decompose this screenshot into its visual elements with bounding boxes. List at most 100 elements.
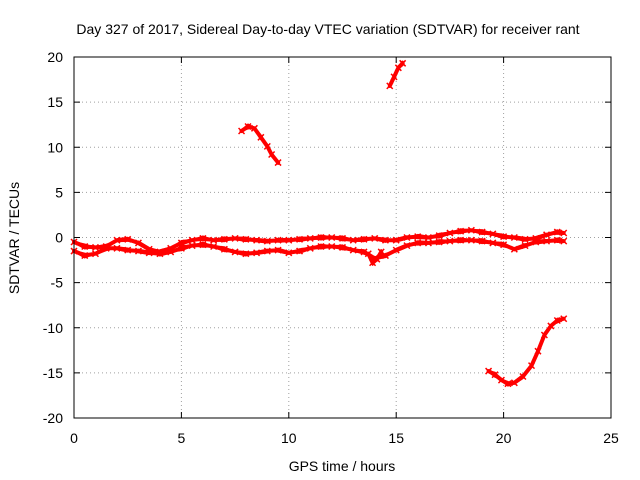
data-point	[373, 255, 381, 263]
data-point	[274, 236, 282, 244]
data-point	[188, 236, 196, 244]
series-band-lower	[70, 236, 568, 262]
data-point	[81, 252, 89, 260]
data-point	[257, 133, 265, 141]
data-point	[510, 245, 518, 253]
data-point	[478, 237, 486, 245]
data-point	[188, 242, 196, 250]
series-trace-jitter	[73, 229, 565, 252]
series-trace-jitter	[73, 237, 565, 261]
series-segment-20h	[485, 315, 568, 388]
data-point	[414, 233, 422, 241]
y-tick-label: 15	[47, 94, 63, 110]
data-point	[274, 159, 282, 167]
data-point	[242, 235, 250, 243]
data-point	[403, 233, 411, 242]
data-point	[91, 250, 100, 258]
x-tick-label: 20	[496, 430, 512, 446]
data-point	[547, 322, 555, 330]
tick-layer: 0 5 10 15 20 25 -20 -15 -10 -5 0 5 10 15 20	[43, 49, 619, 446]
y-tick-label: 10	[47, 139, 63, 155]
data-point	[457, 227, 465, 235]
data-point	[349, 246, 357, 254]
data-point	[491, 371, 499, 379]
data-point	[124, 246, 132, 254]
data-point	[560, 237, 568, 245]
data-point	[364, 250, 372, 258]
data-point	[317, 233, 325, 242]
y-tick-label: -10	[43, 320, 63, 336]
data-point	[371, 234, 379, 242]
series-layer	[70, 59, 568, 388]
data-point	[199, 241, 207, 249]
data-point	[296, 247, 304, 255]
data-point	[553, 236, 561, 244]
data-point	[263, 237, 271, 245]
y-tick-label: 0	[55, 230, 63, 246]
data-point	[519, 372, 527, 381]
data-point	[560, 229, 568, 237]
data-point	[306, 234, 314, 242]
data-point	[500, 241, 508, 249]
data-point	[156, 250, 164, 258]
data-point	[390, 73, 398, 81]
data-point	[328, 233, 336, 242]
data-point	[532, 238, 540, 246]
chart-title: Day 327 of 2017, Sidereal Day-to-day VTE…	[76, 21, 579, 37]
data-point	[424, 233, 432, 242]
data-point	[317, 242, 325, 251]
y-tick-label: -20	[43, 410, 63, 426]
data-point	[497, 376, 505, 384]
data-point	[177, 244, 185, 252]
data-point	[553, 228, 561, 236]
data-point	[467, 236, 475, 244]
y-tick-label: -5	[51, 275, 64, 291]
data-point	[285, 236, 293, 244]
data-point	[435, 238, 443, 246]
data-point	[338, 234, 347, 242]
data-point	[424, 239, 432, 247]
series-segment-8h	[238, 122, 282, 167]
data-point	[360, 248, 368, 256]
data-point	[510, 379, 518, 387]
data-point	[543, 231, 551, 239]
x-axis-label: GPS time / hours	[289, 458, 396, 474]
data-point	[381, 236, 389, 244]
data-point	[386, 82, 394, 90]
data-point	[392, 246, 400, 254]
data-point	[285, 249, 293, 257]
data-point	[414, 239, 422, 247]
data-point	[242, 250, 250, 258]
x-tick-label: 10	[281, 430, 297, 446]
data-point	[560, 315, 568, 323]
series-segment-15h	[386, 59, 407, 90]
data-point	[527, 362, 536, 370]
data-point	[489, 230, 497, 238]
data-point	[91, 243, 100, 251]
series-trace-jitter	[240, 126, 280, 163]
data-point	[244, 122, 252, 131]
data-point	[268, 150, 276, 159]
data-point	[250, 124, 258, 132]
data-point	[296, 235, 304, 243]
data-point	[510, 233, 518, 242]
data-point	[253, 236, 261, 244]
data-point	[210, 236, 218, 244]
data-point	[113, 236, 121, 244]
data-point	[540, 331, 548, 339]
series-trace-jitter	[73, 237, 565, 259]
data-point	[478, 228, 486, 236]
data-point	[102, 244, 110, 252]
data-point	[220, 235, 228, 243]
data-point	[134, 247, 142, 255]
data-point	[485, 367, 493, 375]
x-tick-label: 25	[603, 430, 619, 446]
data-point	[81, 242, 89, 251]
x-tick-label: 15	[388, 430, 404, 446]
data-point	[392, 236, 400, 244]
data-point	[328, 242, 336, 251]
data-point	[446, 229, 454, 237]
data-point	[231, 234, 239, 242]
data-point	[553, 316, 561, 325]
data-point	[177, 239, 185, 247]
